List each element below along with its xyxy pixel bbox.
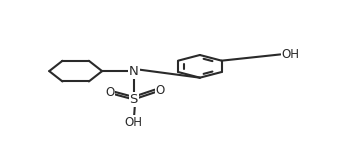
Text: S: S: [130, 93, 138, 106]
Text: O: O: [105, 86, 115, 99]
Text: N: N: [129, 65, 139, 78]
Text: O: O: [155, 84, 165, 97]
Text: OH: OH: [282, 48, 300, 61]
Text: OH: OH: [125, 116, 143, 129]
